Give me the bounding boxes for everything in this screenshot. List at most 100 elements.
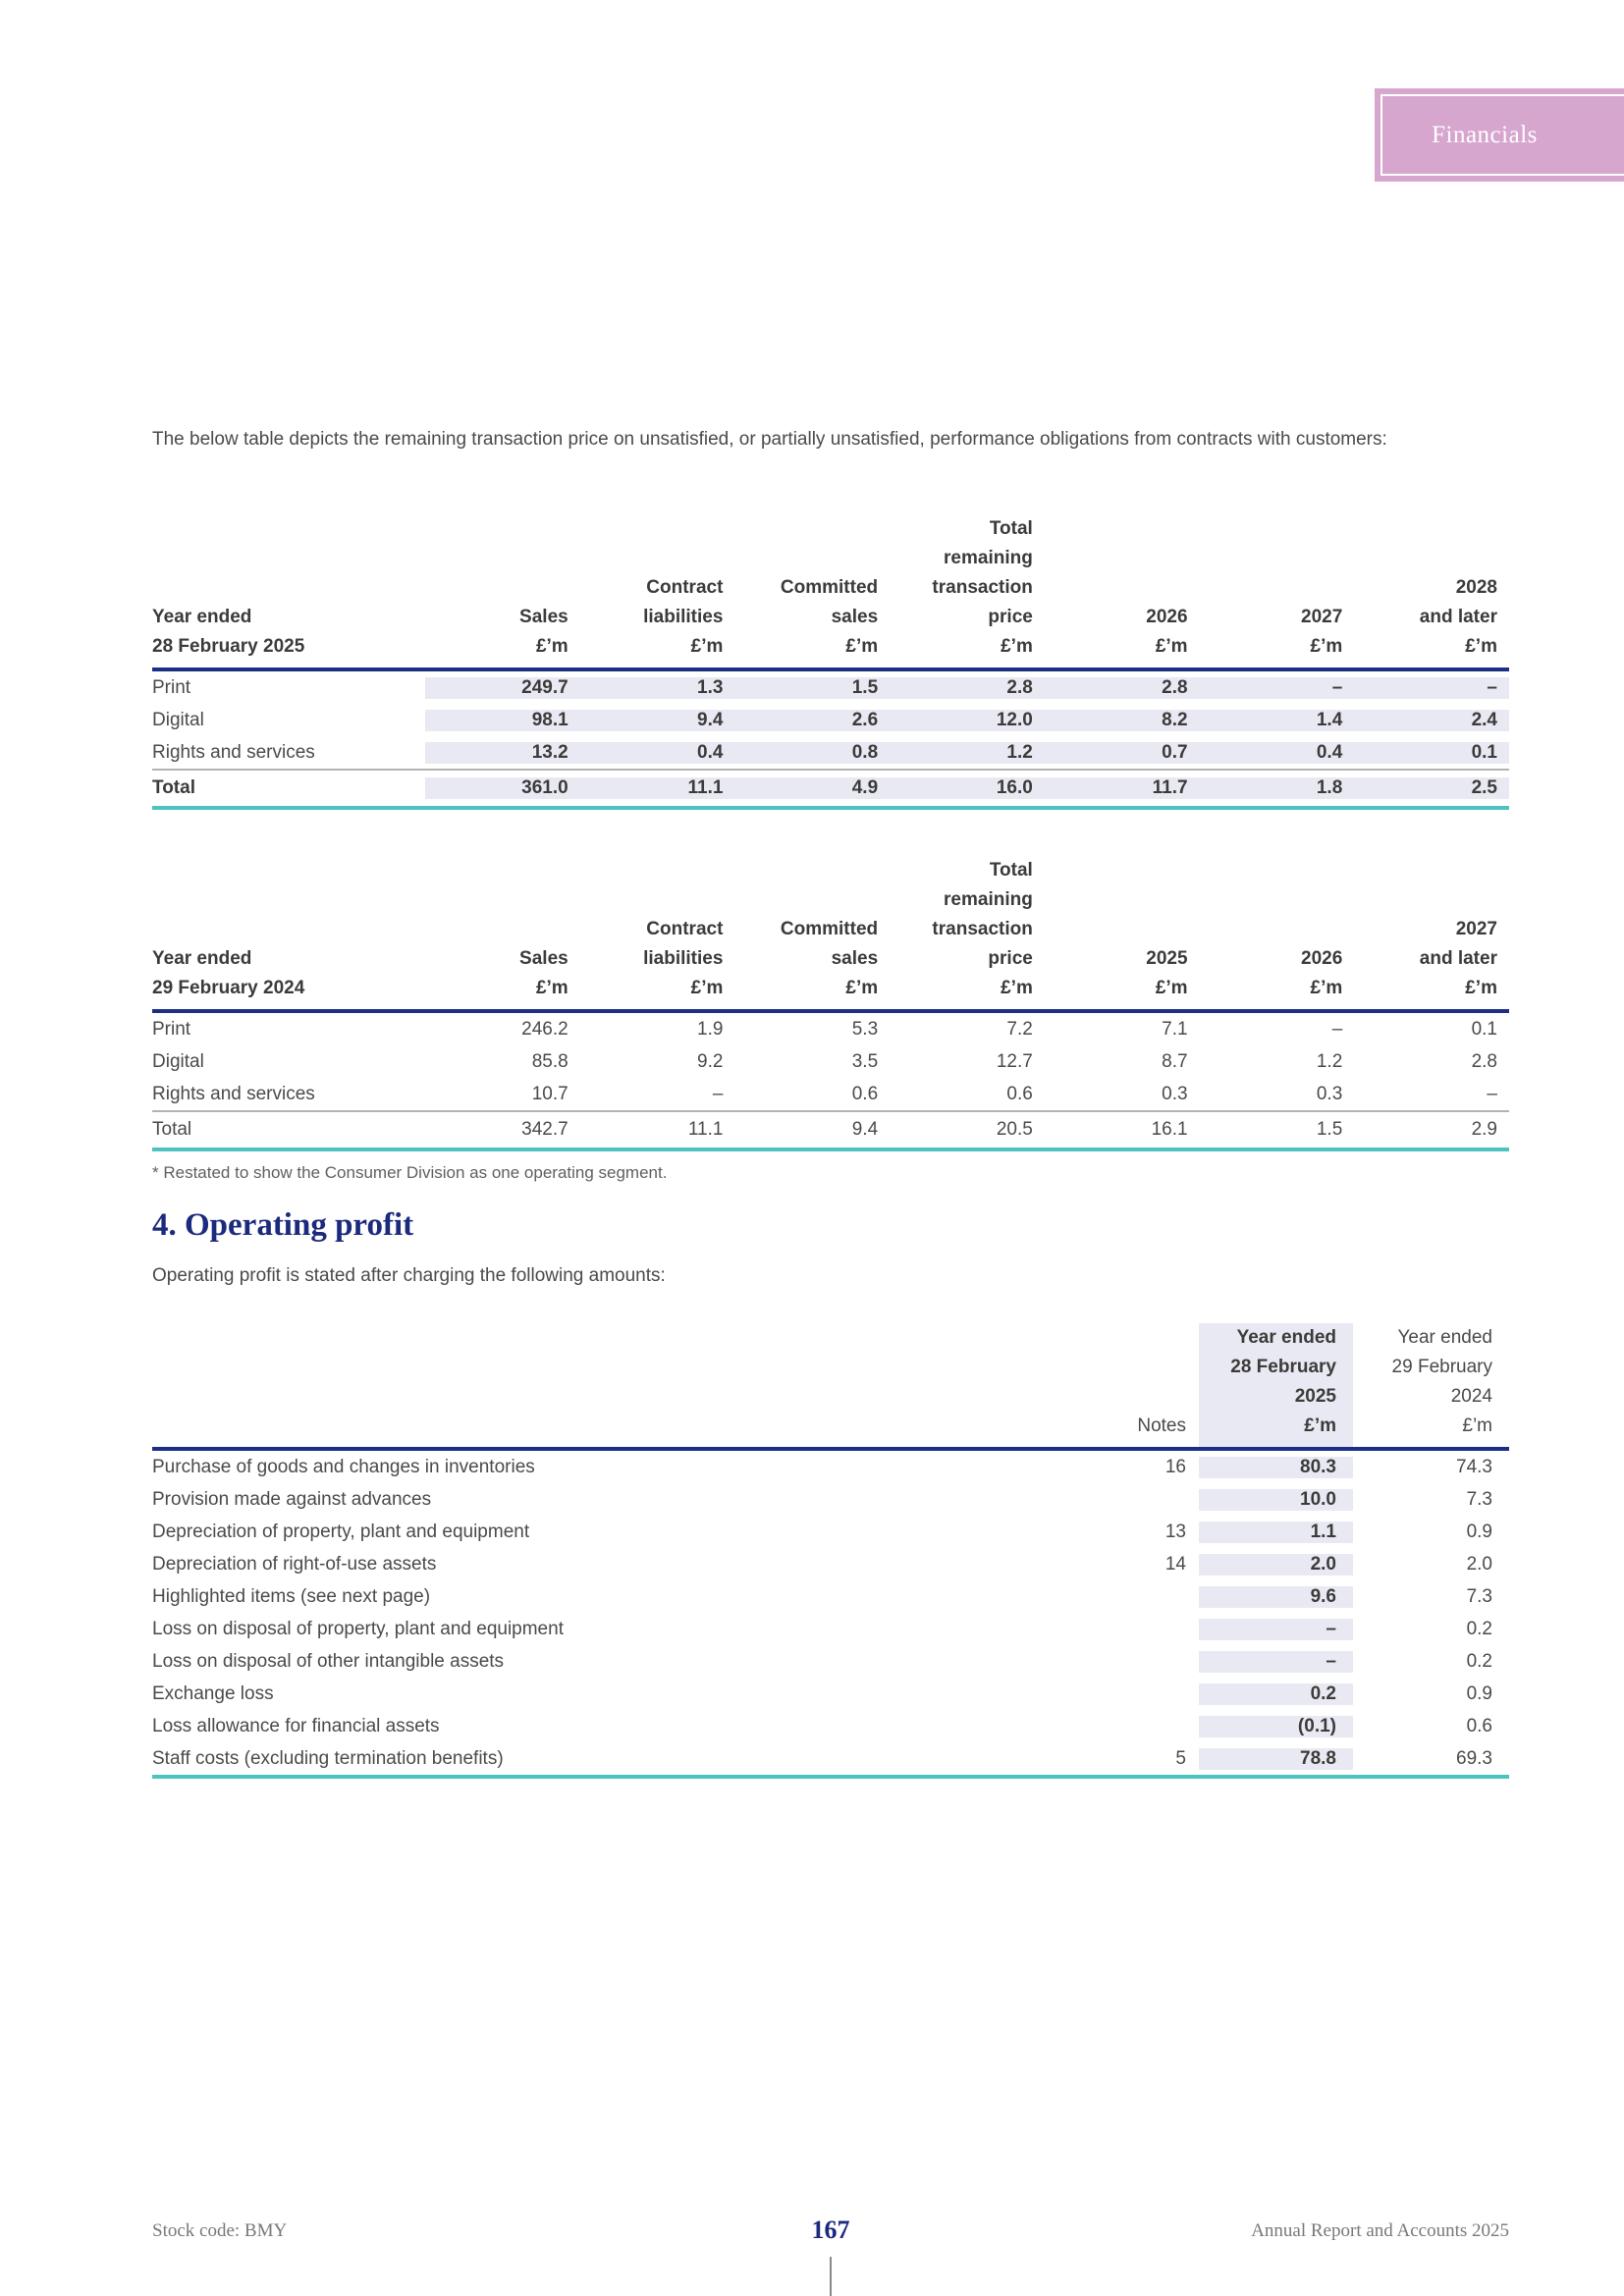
header-line: Sales	[519, 948, 568, 969]
total-value: 342.7	[521, 1119, 568, 1140]
table-total-row: Total 342.7 11.1 9.4 20.5 16.1 1.5 2.9	[152, 1110, 1509, 1148]
cell-value: –	[1354, 676, 1509, 699]
cell-value: 2.8	[1044, 676, 1200, 699]
cell-value: 12.7	[996, 1050, 1033, 1072]
row-label: Print	[152, 676, 191, 698]
cell-value: –	[1199, 1650, 1353, 1673]
header-line: Total	[989, 860, 1033, 881]
cell-value: 2.8	[1471, 1050, 1497, 1072]
table-row: Rights and services 10.7 – 0.6 0.6 0.3 0…	[152, 1078, 1509, 1110]
cell-value: 9.2	[697, 1050, 724, 1072]
header-2025: 2025 £’m	[1045, 856, 1200, 1009]
header-line: sales	[831, 948, 879, 969]
header-line: sales	[831, 607, 879, 627]
cell-value: 13.2	[425, 741, 580, 764]
total-value: 2.9	[1471, 1119, 1497, 1140]
header-line: 2027	[1455, 919, 1497, 939]
header-2026: 2026 £’m	[1045, 514, 1200, 667]
header-line: price	[988, 607, 1033, 627]
table-row: Loss on disposal of other intangible ass…	[152, 1645, 1509, 1678]
cell-value: 78.8	[1199, 1747, 1353, 1770]
header-line: price	[988, 948, 1033, 969]
table-row: Highlighted items (see next page) 9.6 7.…	[152, 1580, 1509, 1613]
header-line: Year ended	[1236, 1327, 1336, 1348]
row-label: Provision made against advances	[152, 1488, 432, 1510]
note-ref: 16	[1164, 1456, 1186, 1477]
row-label: Loss on disposal of other intangible ass…	[152, 1650, 505, 1672]
header-line: 2024	[1450, 1386, 1492, 1407]
header-sales: Sales £’m	[425, 856, 580, 1009]
header-line: 2027	[1301, 607, 1343, 627]
header-contract-liabilities: Contract liabilities £’m	[580, 514, 735, 667]
table-row: Provision made against advances 10.0 7.3	[152, 1483, 1509, 1516]
cell-value: 0.4	[579, 741, 735, 764]
cell-value: 0.8	[734, 741, 891, 764]
header-line: 2028	[1455, 577, 1497, 598]
cell-value: 1.5	[734, 676, 891, 699]
header-line: £’m	[535, 978, 568, 998]
header-line: Year ended	[152, 948, 252, 969]
header-2028-later: 2028 and later £’m	[1354, 514, 1509, 667]
row-label: Rights and services	[152, 741, 315, 763]
row-label: Purchase of goods and changes in invento…	[152, 1456, 535, 1477]
financials-tab-label: Financials	[1432, 121, 1538, 148]
header-line: 2025	[1146, 948, 1188, 969]
table-row: Loss allowance for financial assets (0.1…	[152, 1710, 1509, 1742]
table-total-row: Total 361.0 11.1 4.9 16.0 11.7 1.8 2.5	[152, 769, 1509, 806]
cell-value: 1.2	[1316, 1050, 1343, 1072]
table-row: Print 246.2 1.9 5.3 7.2 7.1 – 0.1	[152, 1013, 1509, 1045]
header-line: remaining	[944, 548, 1033, 568]
cell-value: 0.9	[1466, 1682, 1492, 1704]
report-title: Annual Report and Accounts 2025	[1251, 2220, 1509, 2241]
cell-value: 249.7	[425, 676, 580, 699]
header-line: transaction	[932, 919, 1033, 939]
total-value: 1.8	[1199, 777, 1355, 799]
table-operating-profit: Notes Year ended 28 February 2025 £’m Ye…	[152, 1323, 1509, 1779]
header-line: £’m	[1155, 978, 1188, 998]
header-sales: Sales £’m	[425, 514, 580, 667]
header-total-remaining: Total remaining transaction price £’m	[890, 856, 1045, 1009]
header-line: 2026	[1301, 948, 1343, 969]
header-line: Sales	[519, 607, 568, 627]
header-line: £’m	[1001, 978, 1033, 998]
intro-paragraph: The below table depicts the remaining tr…	[152, 429, 1387, 450]
header-year-ended-2025: Year ended 28 February 2025 £’m	[1199, 1323, 1353, 1447]
header-line: £’m	[690, 978, 724, 998]
header-2026: 2026 £’m	[1200, 856, 1355, 1009]
cell-value: 0.7	[1044, 741, 1200, 764]
header-line: Notes	[1137, 1415, 1186, 1436]
cell-value: –	[712, 1083, 724, 1104]
total-value: 11.1	[579, 777, 735, 799]
table-row: Print 249.7 1.3 1.5 2.8 2.8 – –	[152, 671, 1509, 704]
header-line: Year ended	[1397, 1327, 1492, 1348]
cell-value: 0.4	[1199, 741, 1355, 764]
cell-value: 69.3	[1456, 1747, 1492, 1769]
row-label: Highlighted items (see next page)	[152, 1585, 431, 1607]
cell-value: 0.2	[1466, 1650, 1492, 1672]
cell-value: 0.1	[1354, 741, 1509, 764]
cell-value: –	[1199, 676, 1355, 699]
table-row: Rights and services 13.2 0.4 0.8 1.2 0.7…	[152, 736, 1509, 769]
cell-value: 74.3	[1456, 1456, 1492, 1477]
cell-value: 2.4	[1354, 709, 1509, 731]
header-line: £’m	[1465, 978, 1497, 998]
table-2025-header-row: Year ended 28 February 2025 Sales £’m Co…	[152, 514, 1509, 671]
total-label: Total	[152, 777, 195, 798]
row-label: Loss on disposal of property, plant and …	[152, 1618, 564, 1639]
cell-value: 0.6	[1006, 1083, 1033, 1104]
financials-section-tab: Financials	[1375, 88, 1624, 182]
header-2027: 2027 £’m	[1200, 514, 1355, 667]
header-line: liabilities	[643, 607, 724, 627]
stock-code: Stock code: BMY	[152, 2220, 288, 2241]
cell-value: 9.6	[1199, 1585, 1353, 1608]
cell-value: 7.2	[1006, 1018, 1033, 1040]
operating-profit-header-row: Notes Year ended 28 February 2025 £’m Ye…	[152, 1323, 1509, 1451]
page-number: 167	[811, 2216, 850, 2244]
total-label: Total	[152, 1119, 192, 1140]
header-line: £’m	[1155, 636, 1188, 657]
cell-value: 12.0	[890, 709, 1045, 731]
cell-value: 1.4	[1199, 709, 1355, 731]
total-value: 9.4	[851, 1119, 879, 1140]
row-label: Digital	[152, 709, 204, 730]
page-footer: Stock code: BMY 167 Annual Report and Ac…	[152, 2209, 1509, 2244]
